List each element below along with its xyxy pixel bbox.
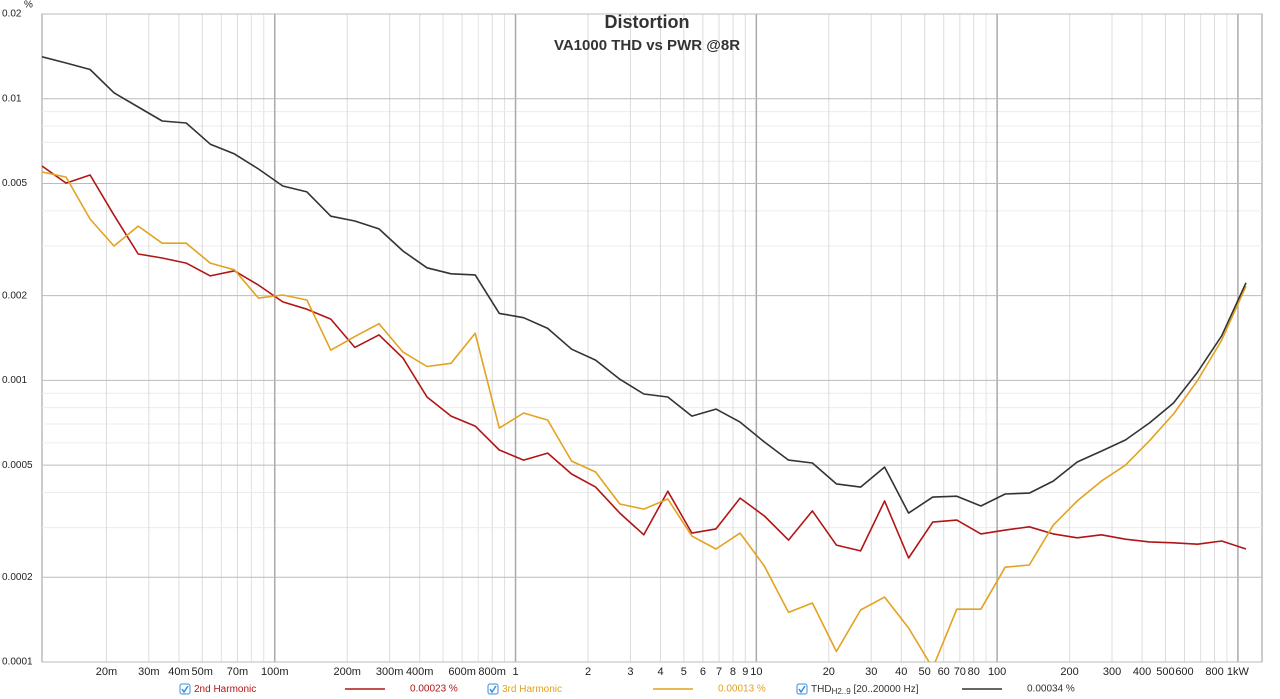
- y-unit: %: [24, 0, 33, 11]
- series-line: [42, 165, 1247, 559]
- legend-check: [489, 685, 497, 694]
- x-tick-label: 1kW: [1227, 666, 1250, 678]
- x-tick-label: 6: [700, 666, 706, 678]
- legend-label: 2nd Harmonic: [194, 684, 256, 695]
- x-tick-label: 600m: [448, 666, 476, 678]
- x-tick-label: 8: [730, 666, 736, 678]
- x-tick-label: 2: [585, 666, 591, 678]
- legend-check: [181, 685, 189, 694]
- legend-label: 3rd Harmonic: [502, 684, 562, 695]
- chart-subtitle: VA1000 THD vs PWR @8R: [554, 37, 740, 54]
- x-tick-label: 40m: [168, 666, 189, 678]
- x-tick-label: 20: [823, 666, 835, 678]
- x-tick-label: 100: [988, 666, 1006, 678]
- legend-name: THD: [811, 684, 832, 695]
- x-tick-label: 400: [1133, 666, 1151, 678]
- x-tick-label: 50m: [192, 666, 213, 678]
- y-tick-label: 0.002: [2, 290, 27, 301]
- x-tick-label: 30m: [138, 666, 159, 678]
- labels: 20m 30m 40m 50m 70m 100m 200m 300m 400m 600m 800m 1…: [2, 9, 1250, 678]
- legend-value: 0.00034 %: [1027, 684, 1075, 695]
- legend-label: THDH2..9 [20..20000 Hz]: [811, 684, 919, 696]
- legend-name: 3rd Harmonic: [502, 684, 562, 695]
- x-tick-label: 300: [1103, 666, 1121, 678]
- x-tick-label: 60: [938, 666, 950, 678]
- y-tick-label: 0.0002: [2, 572, 33, 583]
- legend-checkbox[interactable]: [487, 683, 499, 695]
- x-tick-label: 80: [968, 666, 980, 678]
- grid: [42, 13, 1262, 663]
- x-tick-label: 600: [1175, 666, 1193, 678]
- y-tick-label: 0.01: [2, 93, 22, 104]
- x-tick-label: 40: [895, 666, 907, 678]
- x-tick-label: 500: [1156, 666, 1174, 678]
- legend-value: 0.00023 %: [410, 684, 458, 695]
- legend-checkbox[interactable]: [796, 683, 808, 695]
- series-line: [42, 56, 1247, 514]
- x-tick-label: 20m: [96, 666, 117, 678]
- x-tick-label: 400m: [406, 666, 434, 678]
- x-tick-label: 50: [919, 666, 931, 678]
- y-tick-label: 0.0001: [2, 657, 33, 668]
- legend-value: 0.00013 %: [718, 684, 766, 695]
- x-tick-label: 1: [512, 666, 518, 678]
- series-line: [42, 171, 1247, 662]
- y-tick-label: 0.001: [2, 375, 27, 386]
- x-tick-label: 10: [750, 666, 762, 678]
- y-tick-label: 0.02: [2, 9, 22, 20]
- legend-check: [798, 685, 806, 694]
- x-tick-label: 200: [1060, 666, 1078, 678]
- plot-area: [41, 13, 1263, 663]
- y-tick-label: 0.0005: [2, 460, 33, 471]
- legend-item[interactable]: THDH2..9 [20..20000 Hz] 0.00034 %: [796, 683, 1075, 696]
- x-tick-label: 4: [657, 666, 663, 678]
- x-tick-label: 100m: [261, 666, 289, 678]
- x-tick-label: 70m: [227, 666, 248, 678]
- legend-name: 2nd Harmonic: [194, 684, 256, 695]
- x-tick-label: 5: [681, 666, 687, 678]
- x-tick-label: 30: [865, 666, 877, 678]
- x-tick-label: 300m: [376, 666, 404, 678]
- x-tick-label: 70: [954, 666, 966, 678]
- legend-checkbox[interactable]: [179, 683, 191, 695]
- x-tick-label: 200m: [333, 666, 361, 678]
- x-tick-label: 9: [742, 666, 748, 678]
- legend-item[interactable]: 2nd Harmonic 0.00023 %: [179, 683, 458, 695]
- x-tick-label: 3: [627, 666, 633, 678]
- x-tick-label: 800: [1205, 666, 1223, 678]
- legend-name-suffix: [20..20000 Hz]: [853, 684, 918, 695]
- legend: 2nd Harmonic 0.00023 % 3rd Harmonic 0.00013…: [179, 683, 1075, 696]
- legend-name-sub: H2..9: [832, 687, 852, 696]
- chart-title: Distortion: [605, 12, 690, 32]
- y-tick-label: 0.005: [2, 178, 27, 189]
- x-tick-label: 7: [716, 666, 722, 678]
- series-lines: [42, 56, 1247, 662]
- legend-item[interactable]: 3rd Harmonic 0.00013 %: [487, 683, 766, 695]
- x-tick-label: 800m: [478, 666, 506, 678]
